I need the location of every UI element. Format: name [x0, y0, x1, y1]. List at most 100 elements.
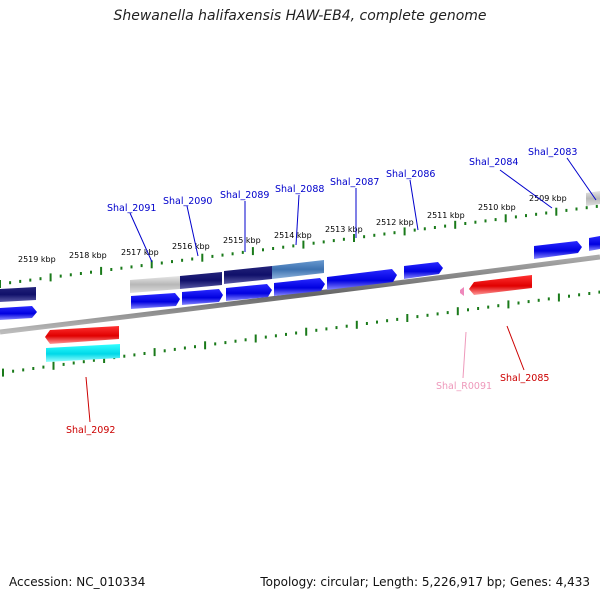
genome-summary-text: Topology: circular; Length: 5,226,917 bp…: [260, 575, 590, 589]
minor-tick: [274, 334, 277, 338]
minor-tick: [474, 220, 477, 224]
ruler-label: 2513 kbp: [325, 225, 363, 234]
leader-line: [85, 376, 91, 423]
gene-feature: [0, 287, 36, 302]
minor-tick: [221, 253, 224, 257]
minor-tick: [29, 278, 32, 282]
minor-tick: [79, 272, 82, 275]
minor-tick: [292, 244, 295, 248]
minor-tick: [9, 281, 12, 285]
minor-tick: [464, 222, 467, 225]
gene-arrow: [274, 278, 325, 296]
minor-tick: [517, 301, 520, 305]
minor-tick: [82, 360, 85, 364]
minor-tick: [426, 313, 429, 317]
gene-label: Shal_2088: [275, 184, 324, 195]
minor-tick: [365, 322, 368, 325]
minor-tick: [72, 361, 75, 365]
minor-tick: [12, 369, 15, 373]
gene-label: Shal_2085: [500, 373, 549, 384]
minor-tick: [285, 332, 287, 336]
minor-tick: [467, 308, 469, 312]
gene-feature: [180, 272, 222, 289]
leader-line: [499, 169, 553, 209]
genome-backbone: [0, 254, 600, 335]
leader-line: [462, 331, 467, 379]
minor-tick: [595, 204, 598, 208]
minor-tick: [325, 327, 328, 331]
leader-line: [129, 212, 153, 263]
minor-tick: [598, 290, 600, 294]
major-tick: [103, 355, 106, 363]
ruler-label: 2509 kbp: [529, 194, 567, 203]
ruler-label: 2511 kbp: [427, 211, 465, 220]
gene-arrow: [45, 326, 119, 344]
minor-tick: [535, 212, 538, 216]
minor-tick: [171, 260, 173, 264]
minor-tick: [92, 358, 95, 362]
minor-tick: [133, 353, 136, 357]
minor-tick: [130, 265, 133, 269]
minor-tick: [416, 315, 419, 319]
minor-tick: [234, 339, 237, 343]
minor-tick: [322, 240, 325, 244]
gene-arrow: [226, 284, 272, 301]
major-tick: [454, 220, 457, 229]
major-tick: [153, 348, 156, 357]
minor-tick: [19, 279, 22, 283]
gene-feature: [130, 276, 180, 293]
major-tick: [355, 320, 358, 329]
major-tick: [100, 266, 103, 275]
gene-feature: [272, 260, 324, 279]
outer-tick-row: [0, 204, 598, 288]
major-tick: [302, 240, 305, 249]
major-tick: [49, 273, 52, 282]
minor-tick: [376, 320, 378, 324]
major-tick: [0, 280, 1, 288]
minor-tick: [143, 352, 146, 355]
minor-tick: [335, 326, 338, 330]
reverse-gene-lane: [45, 275, 532, 362]
minor-tick: [59, 274, 62, 278]
major-tick: [2, 368, 4, 377]
minor-tick: [342, 237, 345, 241]
gene-arrow: [131, 293, 180, 309]
minor-tick: [163, 349, 166, 353]
leader-line: [186, 205, 199, 257]
minor-tick: [363, 235, 366, 239]
minor-tick: [332, 239, 335, 243]
gene-arrow: [589, 236, 600, 251]
major-tick: [201, 253, 204, 262]
leader-line: [506, 325, 525, 371]
minor-tick: [282, 245, 285, 249]
ruler-label: 2510 kbp: [478, 203, 516, 212]
map-title: Shewanella halifaxensis HAW-EB4, complet…: [113, 8, 487, 24]
minor-tick: [497, 304, 500, 308]
major-tick: [150, 260, 153, 269]
minor-tick: [565, 208, 568, 212]
gene-feature: [224, 266, 272, 284]
gene-arrow: [327, 269, 397, 290]
major-tick: [456, 307, 459, 316]
gene-arrow: [469, 275, 532, 295]
minor-tick: [62, 362, 65, 366]
leader-line: [566, 157, 597, 201]
minor-tick: [444, 224, 447, 228]
minor-tick: [191, 257, 194, 261]
minor-tick: [120, 266, 123, 270]
ruler-label: 2512 kbp: [376, 218, 414, 227]
gene-arrow: [0, 306, 37, 320]
gene-label: Shal_2089: [220, 190, 269, 201]
minor-tick: [446, 311, 449, 315]
ruler-labels: 2519 kbp 2518 kbp 2517 kbp 2516 kbp 2515…: [18, 194, 567, 264]
gene-label: Shal_2091: [107, 203, 156, 214]
gene-labels: Shal_2091 Shal_2090 Shal_2089 Shal_2088 …: [66, 147, 577, 436]
minor-tick: [433, 226, 436, 229]
leader-line: [295, 194, 300, 246]
minor-tick: [537, 298, 540, 302]
minor-tick: [396, 317, 399, 321]
minor-tick: [90, 270, 92, 274]
leader-line: [409, 179, 419, 231]
minor-tick: [160, 261, 163, 265]
minor-tick: [568, 294, 570, 298]
